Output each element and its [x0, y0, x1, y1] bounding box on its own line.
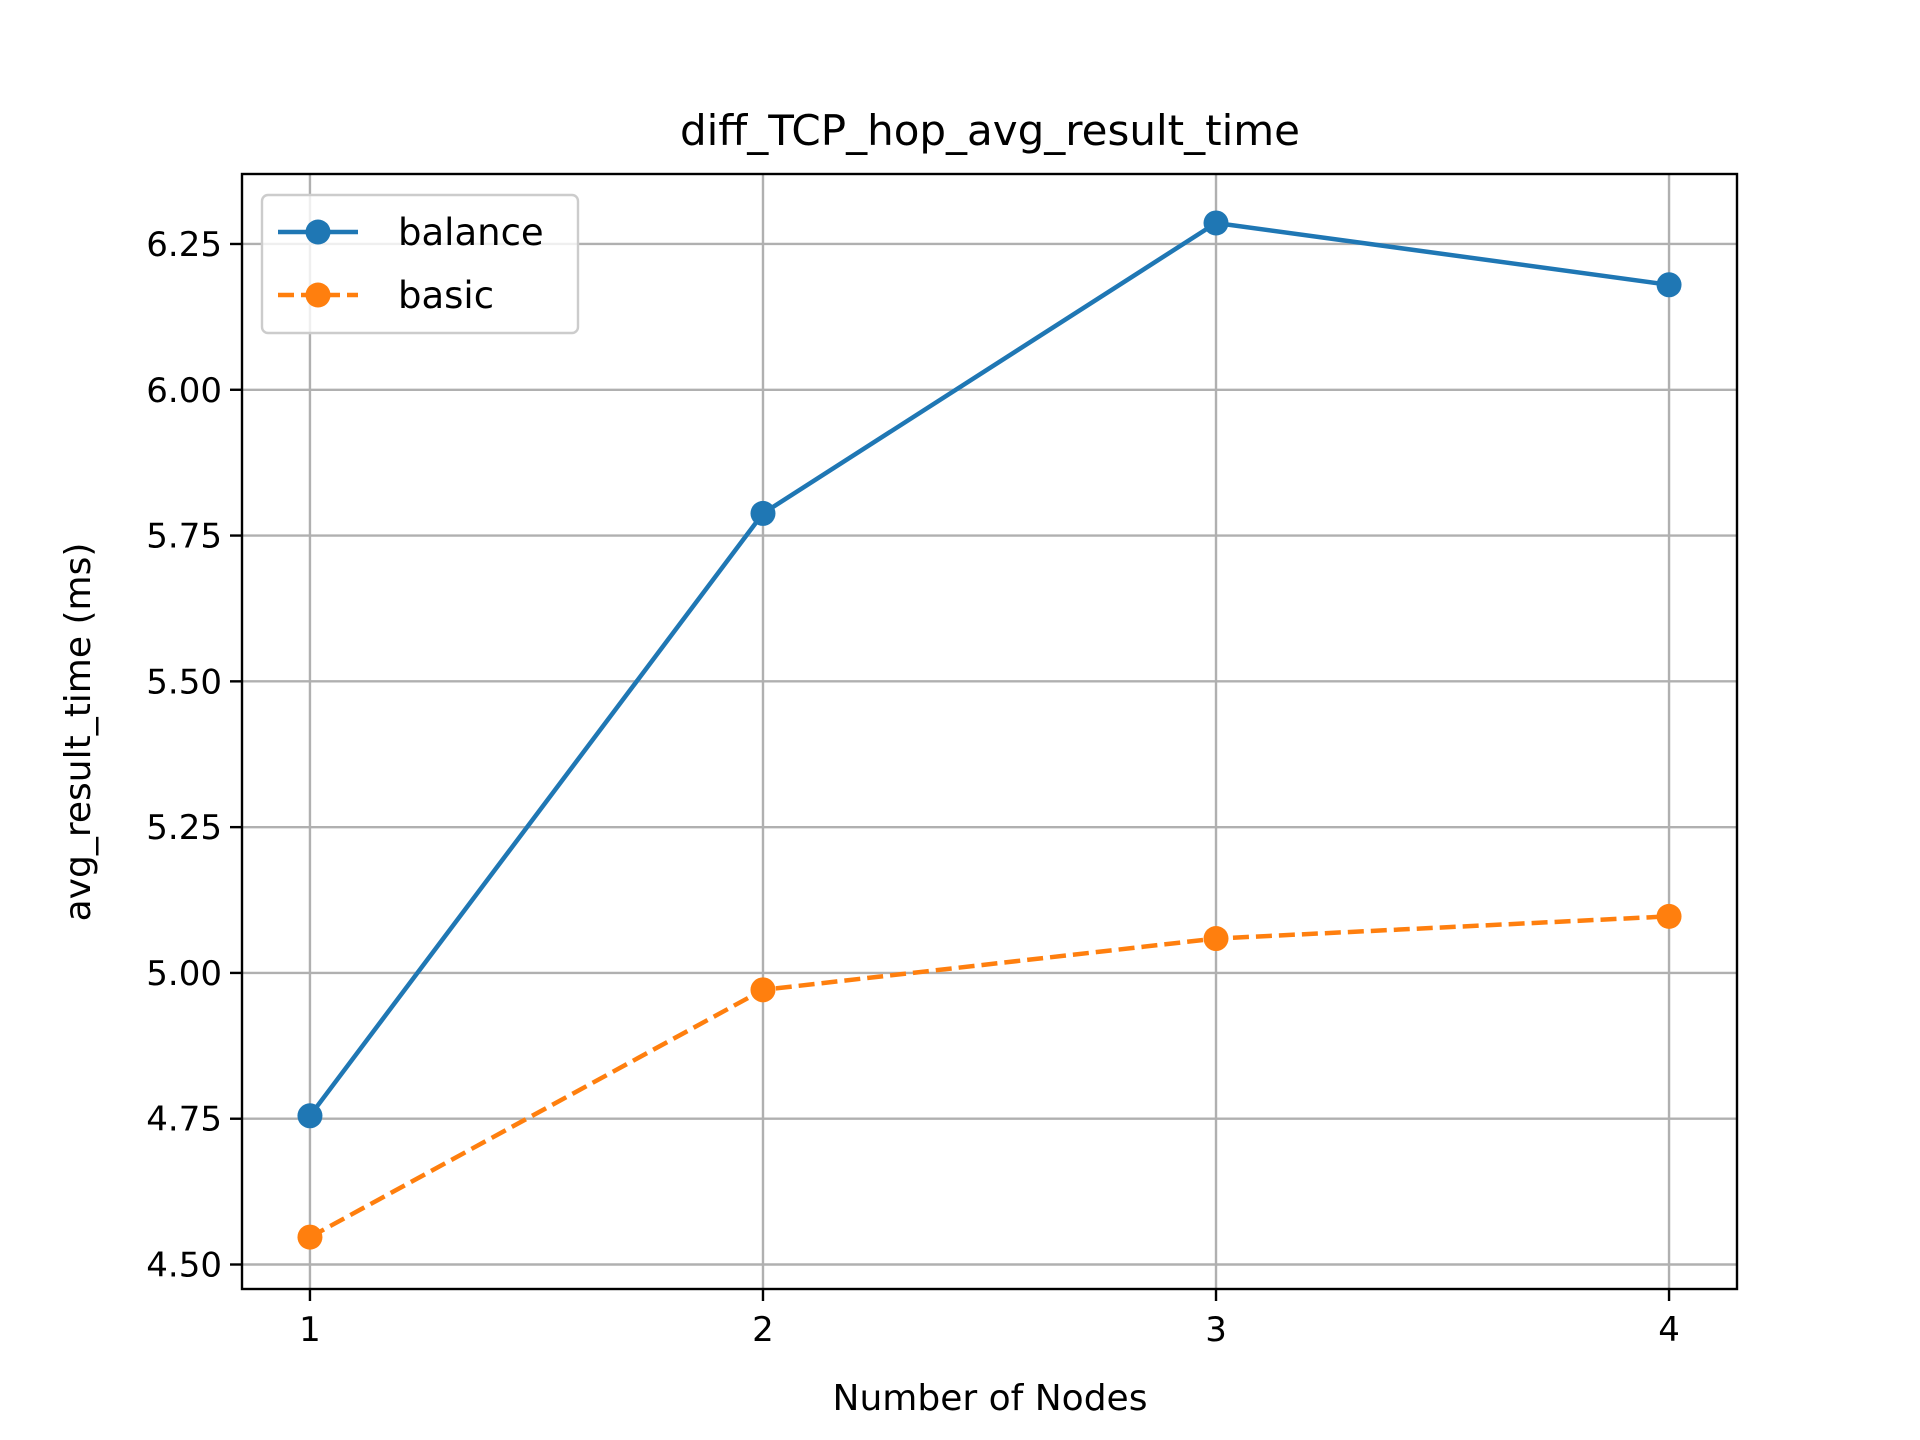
x-tick-label: 1: [299, 1310, 321, 1350]
x-axis-ticks: 1 2 3 4: [299, 1289, 1680, 1350]
grid-lines: [242, 174, 1737, 1289]
legend: balance basic: [260, 193, 580, 335]
legend-label: basic: [398, 274, 494, 317]
x-tick-label: 2: [752, 1310, 774, 1350]
y-tick-label: 6.25: [146, 225, 222, 265]
y-axis-label: avg_result_time (ms): [58, 543, 99, 922]
plot-frame: [240, 172, 1739, 1291]
data-point-basic: [1203, 926, 1229, 952]
series-balance: [297, 210, 1682, 1129]
data-point-balance: [1203, 210, 1229, 236]
legend-box: [260, 193, 580, 335]
y-tick-label: 5.00: [146, 954, 222, 994]
data-point-balance: [297, 1103, 323, 1129]
data-point-balance: [750, 500, 776, 526]
series-basic: [297, 903, 1682, 1250]
x-tick-label: 3: [1205, 1310, 1227, 1350]
data-point-basic: [750, 977, 776, 1003]
y-axis-ticks: 4.50 4.75 5.00 5.25 5.50 5.75 6.00 6.25: [146, 225, 242, 1286]
x-axis-label: Number of Nodes: [833, 1378, 1148, 1419]
x-tick-label: 4: [1658, 1310, 1680, 1350]
data-point-basic: [1656, 903, 1682, 929]
y-tick-label: 4.75: [146, 1100, 222, 1140]
data-point-balance: [1656, 272, 1682, 298]
y-tick-label: 5.50: [146, 662, 222, 702]
data-point-basic: [297, 1224, 323, 1250]
legend-label: balance: [398, 211, 544, 254]
legend-item-balance: balance: [278, 211, 544, 254]
y-tick-label: 4.50: [146, 1246, 222, 1286]
y-tick-label: 5.25: [146, 808, 222, 848]
legend-marker: [305, 282, 331, 308]
series-layer: [297, 210, 1682, 1250]
legend-marker: [305, 219, 331, 245]
series-line-basic: [308, 914, 1670, 1240]
chart-title: diff_TCP_hop_avg_result_time: [680, 106, 1300, 155]
y-tick-label: 5.75: [146, 517, 222, 557]
y-tick-label: 6.00: [146, 371, 222, 411]
legend-item-basic: basic: [278, 274, 494, 317]
series-line-balance: [308, 220, 1670, 1118]
